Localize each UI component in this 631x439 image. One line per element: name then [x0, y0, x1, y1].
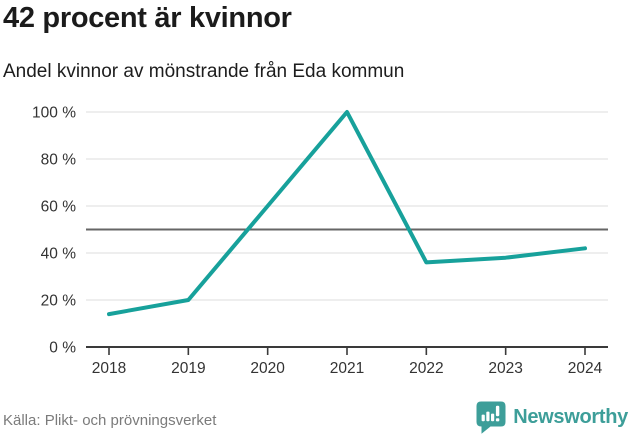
y-tick-label: 80 %	[41, 152, 77, 169]
logo-bar-1	[481, 414, 485, 422]
chart-title: 42 procent är kvinnor	[3, 2, 292, 34]
data-line	[107, 110, 587, 317]
logo-exclamation-dot	[496, 418, 500, 422]
x-tick-label: 2022	[409, 360, 443, 377]
y-tick-label: 100 %	[32, 105, 76, 122]
y-tick-label: 0 %	[49, 340, 76, 357]
x-tick-label: 2023	[488, 360, 522, 377]
newsworthy-logo-icon	[476, 401, 506, 434]
y-tick-label: 40 %	[41, 246, 77, 263]
logo-bar-2	[486, 411, 490, 422]
x-tick-label: 2019	[171, 360, 205, 377]
line-chart: 0 % 20 % 40 % 60 % 80 % 100 % 2018 2019 2020 2021…	[32, 105, 608, 377]
source-note: Källa: Plikt- och prövningsverket	[3, 412, 217, 429]
y-tick-label: 60 %	[41, 199, 77, 216]
branding-name: Newsworthy	[513, 406, 628, 428]
x-tick-label: 2024	[568, 360, 603, 377]
x-tick-label: 2020	[250, 360, 285, 377]
logo-exclamation-bar	[496, 405, 500, 417]
x-tick-label: 2021	[330, 360, 364, 377]
chart-subtitle: Andel kvinnor av mönstrande från Eda kom…	[3, 61, 405, 82]
y-tick-label: 20 %	[41, 293, 77, 310]
logo-bar-3	[491, 413, 495, 422]
newsworthy-branding: Newsworthy	[476, 401, 628, 434]
x-tick-label: 2018	[92, 360, 126, 377]
